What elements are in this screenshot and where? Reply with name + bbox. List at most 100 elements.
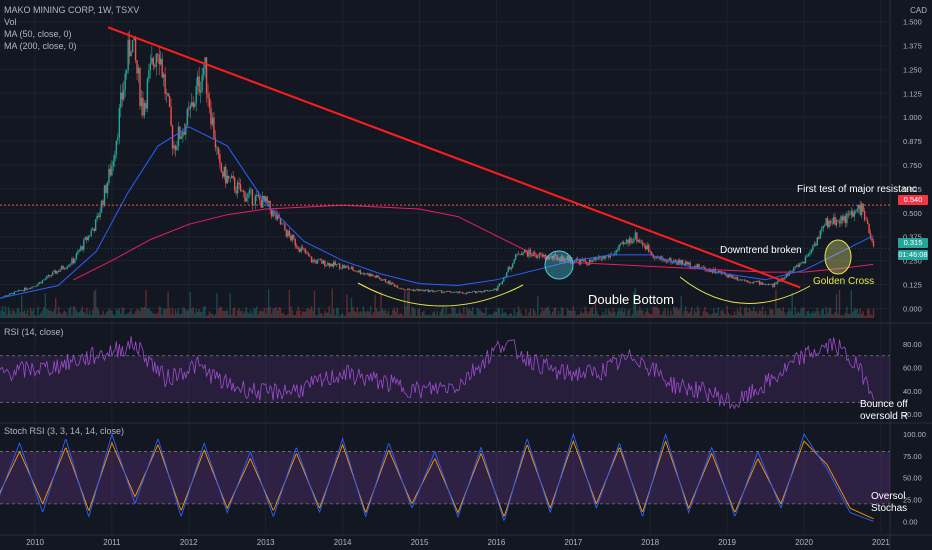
stoch-legend[interactable]: Stoch RSI (3, 3, 14, 14, close) (4, 426, 125, 436)
volume-bar (794, 306, 796, 318)
volume-bar (180, 313, 183, 318)
volume-bar (378, 311, 381, 318)
volume-bar (225, 310, 227, 318)
candle-body (6, 295, 8, 297)
candle-body (415, 289, 418, 290)
candle-body (117, 137, 119, 141)
candle-body (248, 190, 251, 194)
volume-bar (19, 312, 21, 318)
axes: 2010 2011 2012 2013 2014 2015 2016 2017 2018 2019… (26, 18, 926, 547)
volume-bar (452, 306, 455, 318)
candle-body (480, 291, 483, 293)
candle-body (713, 268, 715, 273)
volume-bar (291, 310, 294, 318)
volume-bar (705, 311, 708, 318)
candle-body (25, 287, 27, 290)
volume-bar (40, 312, 42, 318)
candle-body (522, 252, 524, 256)
volume-bar (863, 315, 866, 318)
symbol-title[interactable]: MAKO MINING CORP, 1W, TSXV (4, 5, 140, 15)
candle-body (579, 258, 582, 265)
volume-bar (133, 313, 135, 318)
double-bottom-curve-right (679, 276, 811, 304)
candle-body (782, 278, 784, 280)
volume-bar (177, 308, 180, 318)
candle-body (155, 54, 157, 67)
volume-bar (689, 311, 691, 318)
volume-bar (4, 306, 7, 318)
volume-bar (645, 311, 647, 318)
candle-body (742, 279, 745, 281)
ma50-legend[interactable]: MA (50, close, 0) (4, 29, 72, 39)
volume-bar (367, 310, 369, 318)
vol-legend[interactable]: Vol (4, 17, 17, 27)
candle-body (767, 284, 770, 285)
volume-bar (603, 314, 606, 318)
volume-bar (102, 310, 104, 318)
candle-body (640, 242, 643, 244)
candle-body (792, 268, 795, 272)
candle-body (262, 195, 264, 208)
candle-body (13, 291, 15, 295)
volume-bar (463, 307, 465, 318)
volume-bar (778, 308, 780, 318)
volume-bar (321, 313, 323, 318)
candle-body (293, 235, 295, 239)
volume-bar (464, 315, 467, 318)
volume-bar (608, 309, 610, 318)
candle-body (498, 283, 501, 287)
volume-bar (417, 309, 419, 318)
volume-bar (619, 310, 622, 318)
double-bottom-curve-left (357, 282, 524, 307)
volume-bar (550, 314, 552, 318)
x-tick-label: 2019 (718, 538, 736, 547)
volume-bar (507, 315, 509, 318)
candle-body (299, 249, 301, 252)
volume-bar (232, 308, 234, 318)
volume-bar (53, 309, 55, 318)
volume-bar (236, 310, 239, 318)
volume-bar (143, 306, 146, 318)
candle-body (310, 256, 313, 263)
candle-body (584, 259, 586, 262)
volume-bar (72, 306, 75, 318)
volume-bar (670, 310, 672, 318)
volume-bar (819, 315, 821, 318)
volume-bar (157, 312, 159, 318)
volume-bar (57, 306, 60, 318)
candle-body (297, 247, 299, 250)
candle-body (514, 254, 517, 260)
rsi-legend[interactable]: RSI (14, close) (4, 327, 64, 337)
candle-body (316, 259, 319, 264)
volume-bar (307, 308, 310, 318)
candle-body (766, 284, 768, 285)
candle-body (170, 106, 172, 126)
volume-bar (856, 308, 858, 318)
volume-bar (605, 308, 607, 318)
candle-body (506, 272, 508, 277)
volume-bar (140, 307, 143, 318)
volume-bar (710, 314, 712, 318)
candle-body (591, 260, 594, 262)
volume-bar (297, 306, 299, 318)
candle-body (695, 265, 697, 268)
volume-bar (217, 309, 220, 318)
volume-bar (148, 307, 150, 318)
volume-bar (844, 312, 847, 318)
volume-bar (188, 309, 190, 318)
annotation-rsi-bounce-line2: oversold R (860, 411, 908, 422)
volume-bar (194, 313, 196, 318)
annotation-rsi-bounce-line1: Bounce off (860, 399, 908, 410)
candle-body (87, 235, 89, 241)
ma200-legend[interactable]: MA (200, close, 0) (4, 41, 77, 51)
volume-bar (649, 314, 651, 318)
candle-body (182, 131, 184, 137)
volume-bar (837, 313, 839, 318)
volume-bar (340, 314, 342, 318)
volume-bar (152, 313, 155, 318)
candle-body (381, 280, 384, 281)
candle-body (486, 290, 489, 292)
candle-body (837, 220, 839, 222)
candle-body (414, 289, 416, 291)
